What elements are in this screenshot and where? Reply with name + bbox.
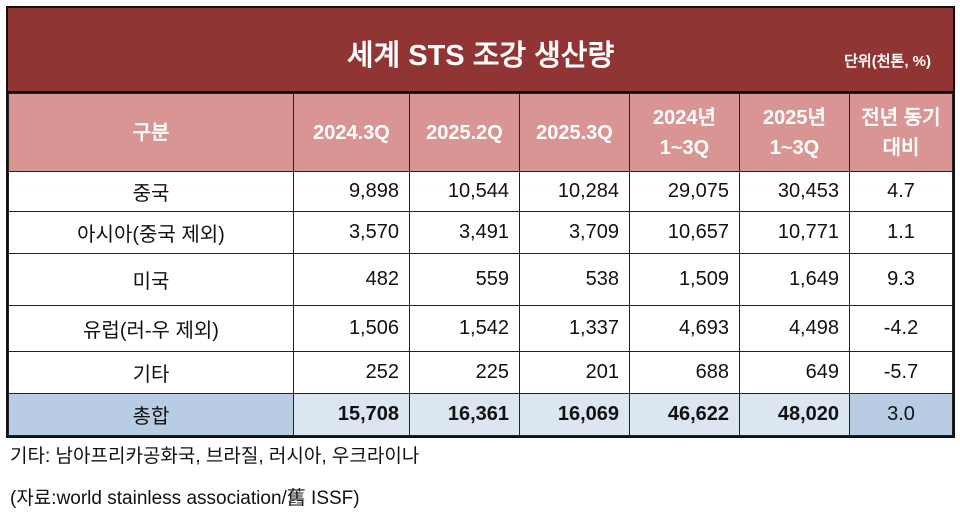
table-cell: 3.0 (849, 393, 953, 436)
table-cell: 10,771 (739, 211, 850, 254)
table-cell: 46,622 (629, 393, 740, 436)
table-cell: 9.3 (849, 253, 953, 306)
table-cell: 30,453 (739, 171, 850, 212)
table-cell: 1,509 (629, 253, 740, 306)
table-cell: 1.1 (849, 211, 953, 254)
table-cell: 1,542 (409, 305, 520, 352)
table-cell: 10,284 (519, 171, 630, 212)
row-label: 아시아(중국 제외) (8, 211, 294, 254)
title-bar: 세계 STS 조강 생산량 단위(천톤, %) (8, 8, 953, 93)
table-row: 기타 252 225 201 688 649 -5.7 (8, 351, 953, 394)
table-cell: 9,898 (293, 171, 410, 212)
footnote-source: (자료:world stainless association/舊 ISSF) (10, 488, 360, 509)
total-row: 총합 15,708 16,361 16,069 46,622 48,020 3.0 (8, 393, 953, 436)
table-cell: 3,709 (519, 211, 630, 254)
column-header: 2024.3Q (293, 93, 410, 172)
table-cell: 649 (739, 351, 850, 394)
table-cell: 201 (519, 351, 630, 394)
data-table: 구분 2024.3Q 2025.2Q 2025.3Q 2024년 1~3Q 2025년 1… (8, 93, 953, 436)
table-cell: 1,337 (519, 305, 630, 352)
table-cell: -4.2 (849, 305, 953, 352)
table-cell: 16,069 (519, 393, 630, 436)
column-header: 2024년 1~3Q (629, 93, 740, 172)
unit-label: 단위(천톤, %) (844, 53, 931, 70)
row-label: 중국 (8, 171, 294, 212)
column-header: 2025년 1~3Q (739, 93, 850, 172)
table-title: 세계 STS 조강 생산량 (346, 40, 615, 72)
column-header: 2025.2Q (409, 93, 520, 172)
column-header: 전년 동기 대비 (849, 93, 953, 172)
table-cell: 48,020 (739, 393, 850, 436)
table-row: 미국 482 559 538 1,509 1,649 9.3 (8, 253, 953, 306)
table-cell: 538 (519, 253, 630, 306)
row-label: 기타 (8, 351, 294, 394)
table-cell: -5.7 (849, 351, 953, 394)
row-label: 미국 (8, 253, 294, 306)
table-cell: 10,544 (409, 171, 520, 212)
table-cell: 10,657 (629, 211, 740, 254)
table-cell: 252 (293, 351, 410, 394)
table-cell: 688 (629, 351, 740, 394)
table-cell: 16,361 (409, 393, 520, 436)
table-row: 아시아(중국 제외) 3,570 3,491 3,709 10,657 10,771 1.1 (8, 211, 953, 254)
table-cell: 15,708 (293, 393, 410, 436)
footnote-others: 기타: 남아프리카공화국, 브라질, 러시아, 우크라이나 (10, 446, 420, 467)
table-cell: 482 (293, 253, 410, 306)
table-cell: 4,498 (739, 305, 850, 352)
row-label: 총합 (8, 393, 294, 436)
column-header: 구분 (8, 93, 294, 172)
column-header: 2025.3Q (519, 93, 630, 172)
table-row: 중국 9,898 10,544 10,284 29,075 30,453 4.7 (8, 171, 953, 212)
table-cell: 1,506 (293, 305, 410, 352)
table-cell: 225 (409, 351, 520, 394)
table-cell: 3,570 (293, 211, 410, 254)
table-cell: 29,075 (629, 171, 740, 212)
table-cell: 559 (409, 253, 520, 306)
table-cell: 4.7 (849, 171, 953, 212)
production-table: 세계 STS 조강 생산량 단위(천톤, %) 구분 2024.3Q 2025.2Q… (6, 6, 955, 438)
table-cell: 1,649 (739, 253, 850, 306)
table-row: 유럽(러-우 제외) 1,506 1,542 1,337 4,693 4,498 -4.2 (8, 305, 953, 352)
table-cell: 3,491 (409, 211, 520, 254)
table-cell: 4,693 (629, 305, 740, 352)
row-label: 유럽(러-우 제외) (8, 305, 294, 352)
